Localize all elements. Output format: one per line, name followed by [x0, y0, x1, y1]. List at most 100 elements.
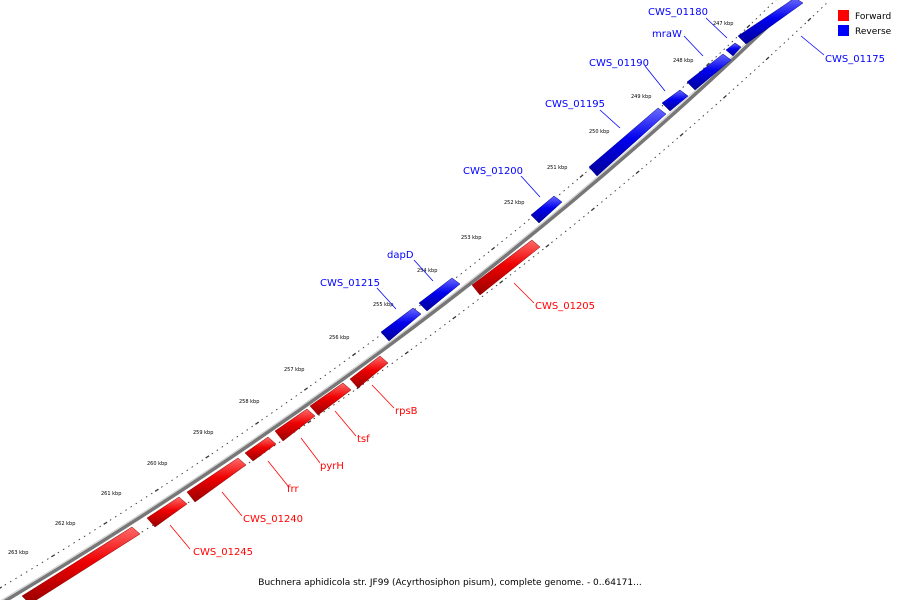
tick-mark [820, 7, 823, 9]
tick-mark [555, 237, 558, 240]
tick-mark [396, 359, 398, 361]
tick-mark [732, 88, 735, 91]
tick-mark [590, 207, 595, 212]
gene-shape[interactable] [309, 382, 352, 416]
gene-frr[interactable] [244, 436, 277, 462]
tick-mark [465, 269, 467, 271]
tick-mark [452, 315, 457, 320]
tick-label-253: 253 kbp [461, 235, 481, 241]
gene-CWS_01180[interactable] [725, 42, 742, 57]
gene-CWS_01200[interactable] [530, 195, 563, 224]
tick-mark [303, 424, 306, 427]
gene-label-CWS_01195[interactable]: CWS_01195 [545, 99, 605, 110]
gene-CWS_01205[interactable] [471, 239, 541, 296]
tick-mark [564, 230, 567, 233]
gene-label-rpsB[interactable]: rpsB [395, 406, 418, 417]
gene-CWS_01195[interactable] [588, 107, 667, 177]
tick-mark [181, 472, 184, 475]
tick-mark [415, 345, 418, 347]
tick-mark [572, 182, 574, 185]
tick-mark [753, 69, 756, 71]
tick-mark [499, 280, 504, 284]
tick-mark [632, 175, 635, 177]
gene-shape[interactable] [146, 496, 188, 528]
gene-mraW[interactable] [686, 53, 732, 91]
gene-label-dapD[interactable]: dapD [387, 250, 414, 261]
tick-mark [130, 506, 133, 508]
tick-mark [523, 263, 526, 265]
tick-mark [448, 320, 451, 323]
tick-mark [749, 73, 752, 75]
gene-shape[interactable] [686, 53, 732, 91]
gene-label-CWS_01240[interactable]: CWS_01240 [243, 514, 303, 525]
tick-mark [467, 306, 470, 308]
gene-label-tsf[interactable]: tsf [357, 434, 370, 445]
gene-shape[interactable] [661, 89, 689, 112]
tick-mark [372, 376, 374, 379]
gene-pyrH[interactable] [274, 408, 316, 442]
gene-shape[interactable] [588, 107, 667, 177]
gene-label-CWS_01175[interactable]: CWS_01175 [825, 54, 885, 65]
gene-CWS_01245[interactable] [146, 496, 188, 528]
gene-label-pyrH[interactable]: pyrH [320, 461, 344, 472]
tick-mark [334, 367, 336, 370]
gene-label-CWS_01190[interactable]: CWS_01190 [589, 58, 649, 69]
gene-shape[interactable] [471, 239, 541, 296]
gene-shape[interactable] [530, 195, 563, 224]
tick-label-260: 260 kbp [147, 461, 167, 467]
gene-CWS_01240[interactable] [186, 457, 247, 503]
tick-mark [663, 149, 665, 151]
tick-mark [187, 501, 190, 504]
tick-mark [462, 309, 465, 312]
tick-mark [758, 65, 760, 68]
tick-mark [623, 182, 626, 185]
tick-mark [569, 226, 572, 229]
tick-mark [231, 439, 234, 441]
tick-mark [804, 22, 807, 25]
gene-shape[interactable] [418, 277, 461, 312]
gene-label-mraW[interactable]: mraW [652, 29, 682, 40]
gene-label-CWS_01215[interactable]: CWS_01215 [320, 278, 380, 289]
gene-label-CWS_01245[interactable]: CWS_01245 [193, 547, 253, 558]
gene-label-CWS_01200[interactable]: CWS_01200 [463, 166, 523, 177]
gene-CWS_01190[interactable] [661, 89, 689, 112]
gene-label-frr[interactable]: frr [287, 484, 299, 495]
gene-unlabeled-forward[interactable] [21, 526, 141, 600]
gene-shape[interactable] [274, 408, 316, 442]
tick-mark [477, 299, 479, 301]
tick-mark [579, 174, 584, 178]
genome-backbone [3, 0, 798, 600]
tick-mark [505, 237, 508, 239]
tick-mark [532, 255, 535, 258]
tick-mark [307, 420, 312, 424]
gene-label-CWS_01205[interactable]: CWS_01205 [535, 301, 595, 312]
tick-mark [469, 265, 472, 268]
gene-shape[interactable] [186, 457, 247, 503]
gene-label-CWS_01180[interactable]: CWS_01180 [648, 7, 708, 18]
tick-mark [501, 240, 503, 243]
gene-shape[interactable] [737, 0, 804, 45]
tick-mark [505, 277, 507, 280]
tick-mark [300, 391, 303, 394]
gene-dapD[interactable] [418, 277, 461, 312]
gene-shape[interactable] [349, 355, 389, 389]
tick-mark [211, 452, 214, 455]
tick-mark [318, 414, 321, 416]
gene-CWS_01175[interactable] [737, 0, 804, 45]
tick-mark [551, 241, 553, 244]
tick-mark [248, 461, 251, 464]
tick-mark [25, 571, 28, 573]
tick-mark [514, 270, 517, 273]
tick-label-249: 249 kbp [631, 94, 651, 100]
tick-mark [241, 432, 244, 435]
tick-mark [205, 455, 210, 459]
tick-mark [671, 141, 674, 144]
gene-tsf[interactable] [309, 382, 352, 416]
gene-CWS_01215[interactable] [380, 307, 422, 342]
gene-shape[interactable] [21, 526, 141, 600]
gene-shape[interactable] [380, 307, 422, 342]
gene-shape[interactable] [725, 42, 742, 57]
gene-shape[interactable] [244, 436, 277, 462]
gene-rpsB[interactable] [349, 355, 389, 389]
tick-mark [4, 584, 7, 586]
